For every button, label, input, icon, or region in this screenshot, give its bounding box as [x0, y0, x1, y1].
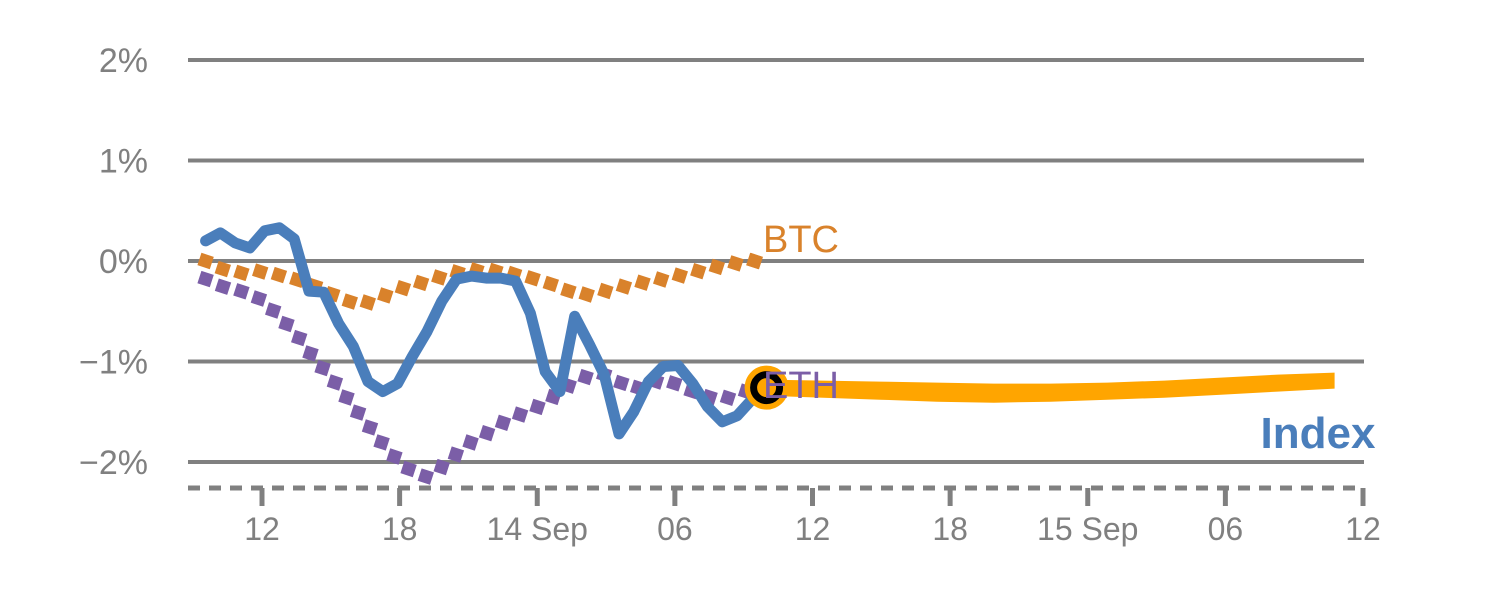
eth-dot — [433, 458, 450, 476]
eth-dot — [197, 270, 214, 288]
x-tick-label: 12 — [1345, 511, 1381, 547]
x-axis-tick-marks — [259, 488, 1366, 506]
eth-dot — [349, 404, 367, 421]
x-tick-label: 15 Sep — [1037, 511, 1138, 547]
x-tick-label: 18 — [932, 511, 968, 547]
btc-dot — [412, 274, 430, 292]
btc-dot — [233, 264, 250, 282]
current-value-marker[interactable] — [744, 365, 789, 410]
eth-dot — [613, 374, 630, 392]
eth-dot — [400, 460, 417, 478]
eth-dot — [511, 406, 529, 423]
eth-dot — [326, 374, 344, 391]
x-tick-label: 12 — [244, 511, 280, 547]
marker-ring-icon[interactable] — [750, 371, 784, 405]
btc-dot — [690, 263, 707, 280]
eth-dot — [577, 368, 594, 386]
series-label-index: Index — [1261, 409, 1376, 458]
x-tick-label: 18 — [382, 511, 418, 547]
eth-dot — [338, 389, 355, 406]
btc-dot — [578, 286, 595, 303]
eth-dot — [417, 468, 434, 485]
btc-dot — [341, 293, 358, 310]
series-index — [200, 222, 773, 440]
btc-dot — [727, 255, 744, 272]
y-tick-label: −1% — [79, 344, 148, 382]
y-axis-tick-labels: 2% 1% 0% −1% −2% — [79, 42, 148, 482]
btc-dot — [197, 252, 214, 270]
eth-dot — [233, 283, 250, 300]
eth-dot — [291, 329, 308, 347]
btc-dot — [252, 263, 269, 280]
eth-dot — [302, 345, 319, 362]
eth-dot — [361, 419, 379, 436]
y-tick-label: 1% — [99, 143, 148, 181]
eth-dot — [278, 315, 295, 333]
eth-dot — [462, 434, 479, 451]
x-tick-label: 06 — [657, 511, 693, 547]
eth-dot — [447, 446, 465, 463]
series-labels-group: BTC ETH Index — [763, 219, 1376, 458]
eth-dot — [265, 302, 282, 319]
btc-dot — [560, 282, 577, 299]
btc-dot — [214, 260, 231, 278]
btc-dot — [377, 287, 394, 304]
btc-dot — [431, 269, 448, 286]
eth-dot — [478, 425, 496, 442]
eth-dot — [529, 398, 546, 416]
index-line — [200, 222, 773, 440]
gridlines-group — [188, 58, 1364, 464]
y-tick-label: 2% — [99, 42, 148, 80]
y-tick-label: −2% — [79, 444, 148, 482]
x-tick-label: 06 — [1208, 511, 1244, 547]
btc-dot — [746, 252, 763, 270]
x-axis-tick-labels: 12 18 14 Sep 06 12 18 15 Sep 06 12 — [244, 511, 1381, 547]
btc-dot — [359, 294, 376, 311]
btc-dot — [542, 275, 559, 293]
btc-dot — [653, 271, 670, 288]
eth-dot — [314, 359, 331, 377]
forecast-band — [766, 372, 1335, 403]
btc-dot — [615, 278, 633, 295]
btc-dot — [394, 280, 412, 297]
eth-dot — [373, 434, 390, 451]
series-label-eth: ETH — [763, 365, 839, 407]
btc-dot — [708, 258, 725, 276]
eth-dot — [719, 389, 737, 406]
btc-dot — [634, 274, 651, 291]
btc-dot — [671, 267, 688, 284]
eth-dot — [666, 375, 683, 392]
series-label-btc: BTC — [763, 219, 839, 261]
y-tick-label: 0% — [99, 243, 148, 281]
eth-dot — [214, 278, 232, 295]
forecast-band-area — [766, 372, 1335, 403]
eth-dot — [386, 448, 403, 465]
eth-dot — [494, 414, 512, 431]
x-tick-label: 14 Sep — [487, 511, 588, 547]
btc-dot — [270, 266, 288, 284]
x-tick-label: 12 — [795, 511, 831, 547]
eth-dot — [250, 290, 268, 307]
btc-dot — [597, 282, 614, 300]
btc-dot — [524, 270, 541, 287]
